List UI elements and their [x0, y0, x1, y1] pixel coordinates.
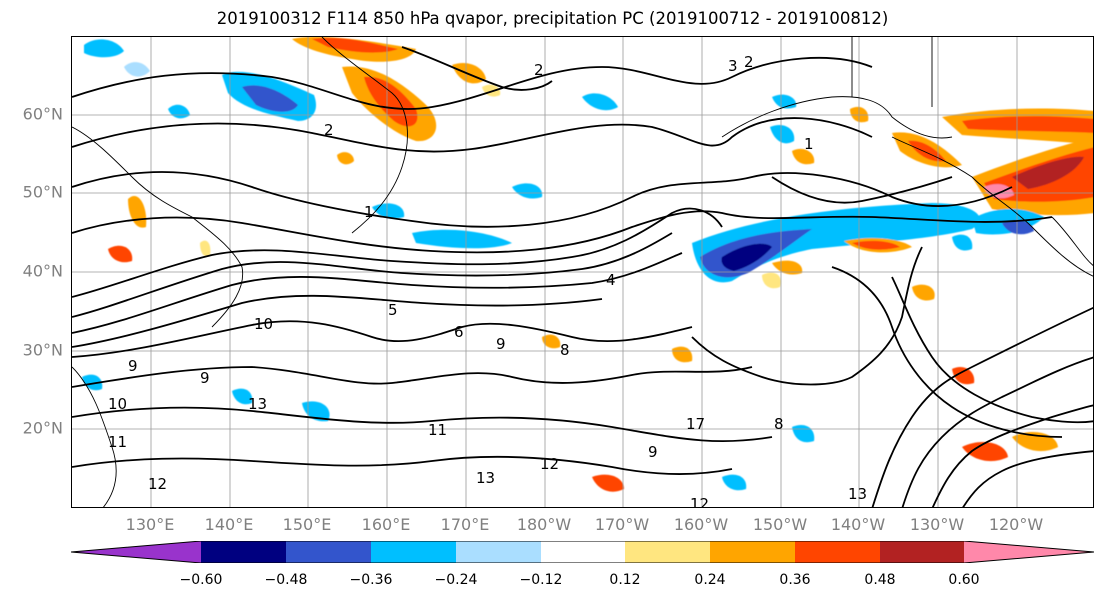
contour-label: 1	[364, 203, 374, 221]
colorbar-tick: 0.24	[694, 572, 726, 588]
lon-label: 170°E	[440, 515, 490, 534]
lon-label: 170°W	[594, 515, 650, 534]
colorbar-tick: 0.48	[864, 572, 896, 588]
lat-label-40n: 40°N	[22, 261, 63, 281]
colorbar-tick: −0.36	[349, 572, 393, 588]
colorbar-tick: −0.48	[264, 572, 308, 588]
contour-label: 10	[108, 395, 127, 413]
contour-label: 2	[534, 61, 544, 79]
colorbar-segment	[625, 541, 710, 563]
qvapor-contours	[72, 46, 1093, 507]
contour-label: 9	[496, 335, 506, 353]
lon-label: 150°E	[282, 515, 332, 534]
colorbar-tick: 0.60	[948, 572, 980, 588]
lat-label-20n: 20°N	[22, 418, 63, 438]
contour-label: 8	[774, 415, 784, 433]
colorbar-tick: 0.12	[609, 572, 641, 588]
map-title: 2019100312 F114 850 hPa qvapor, precipit…	[216, 9, 889, 28]
contour-label: 9	[200, 369, 210, 387]
lon-label: 180°W	[516, 515, 572, 534]
colorbar-tick: 0.36	[779, 572, 811, 588]
contour-label: 1	[804, 135, 814, 153]
contour-label: 12	[690, 495, 709, 508]
contour-label: 11	[108, 433, 127, 451]
contour-label: 11	[428, 421, 447, 439]
contour-label: 6	[454, 323, 464, 341]
colorbar	[71, 541, 1094, 563]
lon-label: 140°W	[830, 515, 886, 534]
contour-label: 9	[648, 443, 658, 461]
contour-label: 5	[388, 301, 398, 319]
contour-labels: 2 3 2 2 1 1 4 5 6 9 10 8 9 9 10 11 12 13…	[108, 53, 867, 508]
colorbar-tick: −0.60	[179, 572, 223, 588]
colorbar-segment	[541, 541, 625, 563]
colorbar-segment	[456, 541, 541, 563]
lon-label: 150°W	[752, 515, 808, 534]
lat-label-60n: 60°N	[22, 104, 63, 124]
lon-label: 160°W	[673, 515, 729, 534]
colorbar-segment	[371, 541, 456, 563]
contour-label: 2	[744, 53, 754, 71]
colorbar-segment	[880, 541, 964, 563]
graticule	[72, 37, 1093, 507]
map-plot: 2 3 2 2 1 1 4 5 6 9 10 8 9 9 10 11 12 13…	[72, 37, 1093, 508]
contour-label: 13	[848, 485, 867, 503]
colorbar-segment	[964, 541, 1094, 563]
contour-label: 8	[560, 341, 570, 359]
contour-label: 17	[686, 415, 705, 433]
colorbar-tick: −0.24	[434, 572, 478, 588]
contour-label: 10	[254, 315, 273, 333]
lat-label-30n: 30°N	[22, 340, 63, 360]
contour-label: 13	[248, 395, 267, 413]
map-panel: 2 3 2 2 1 1 4 5 6 9 10 8 9 9 10 11 12 13…	[71, 36, 1094, 508]
contour-label: 12	[540, 455, 559, 473]
contour-label: 3	[728, 57, 738, 75]
colorbar-segment	[286, 541, 371, 563]
contour-label: 4	[606, 271, 616, 289]
contour-label: 9	[128, 357, 138, 375]
colorbar-tick: −0.12	[519, 572, 563, 588]
lat-label-50n: 50°N	[22, 182, 63, 202]
colorbar-segment	[710, 541, 795, 563]
contour-label: 13	[476, 469, 495, 487]
colorbar-segment	[71, 541, 201, 563]
lon-label: 130°E	[125, 515, 175, 534]
colorbar-segment	[795, 541, 880, 563]
contour-label: 2	[324, 121, 334, 139]
lon-label: 120°W	[988, 515, 1044, 534]
precip-shading	[82, 37, 1093, 492]
contour-label: 12	[148, 475, 167, 493]
lon-label: 160°E	[361, 515, 411, 534]
colorbar-segment	[201, 541, 286, 563]
lon-label: 130°W	[909, 515, 965, 534]
lon-label: 140°E	[204, 515, 254, 534]
